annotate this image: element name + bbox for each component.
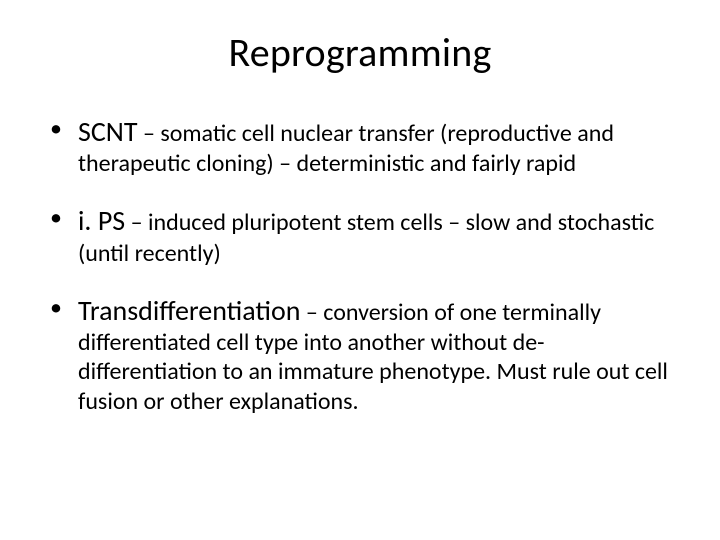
list-item: i. PS – induced pluripotent stem cells –… [48,204,680,267]
list-item: SCNT – somatic cell nuclear transfer (re… [48,115,680,178]
slide: Reprogramming SCNT – somatic cell nuclea… [0,0,720,540]
separator: – [300,298,323,327]
separator: – [138,119,161,148]
definition: induced pluripotent stem cells – slow an… [78,208,654,267]
term: Transdifferentiation [78,293,300,328]
slide-title: Reprogramming [40,28,680,77]
list-item: Transdifferentiation – conversion of one… [48,294,680,416]
bullet-list: SCNT – somatic cell nuclear transfer (re… [40,115,680,416]
separator: – [125,208,148,237]
term: i. PS [78,203,125,238]
term: SCNT [78,114,138,149]
